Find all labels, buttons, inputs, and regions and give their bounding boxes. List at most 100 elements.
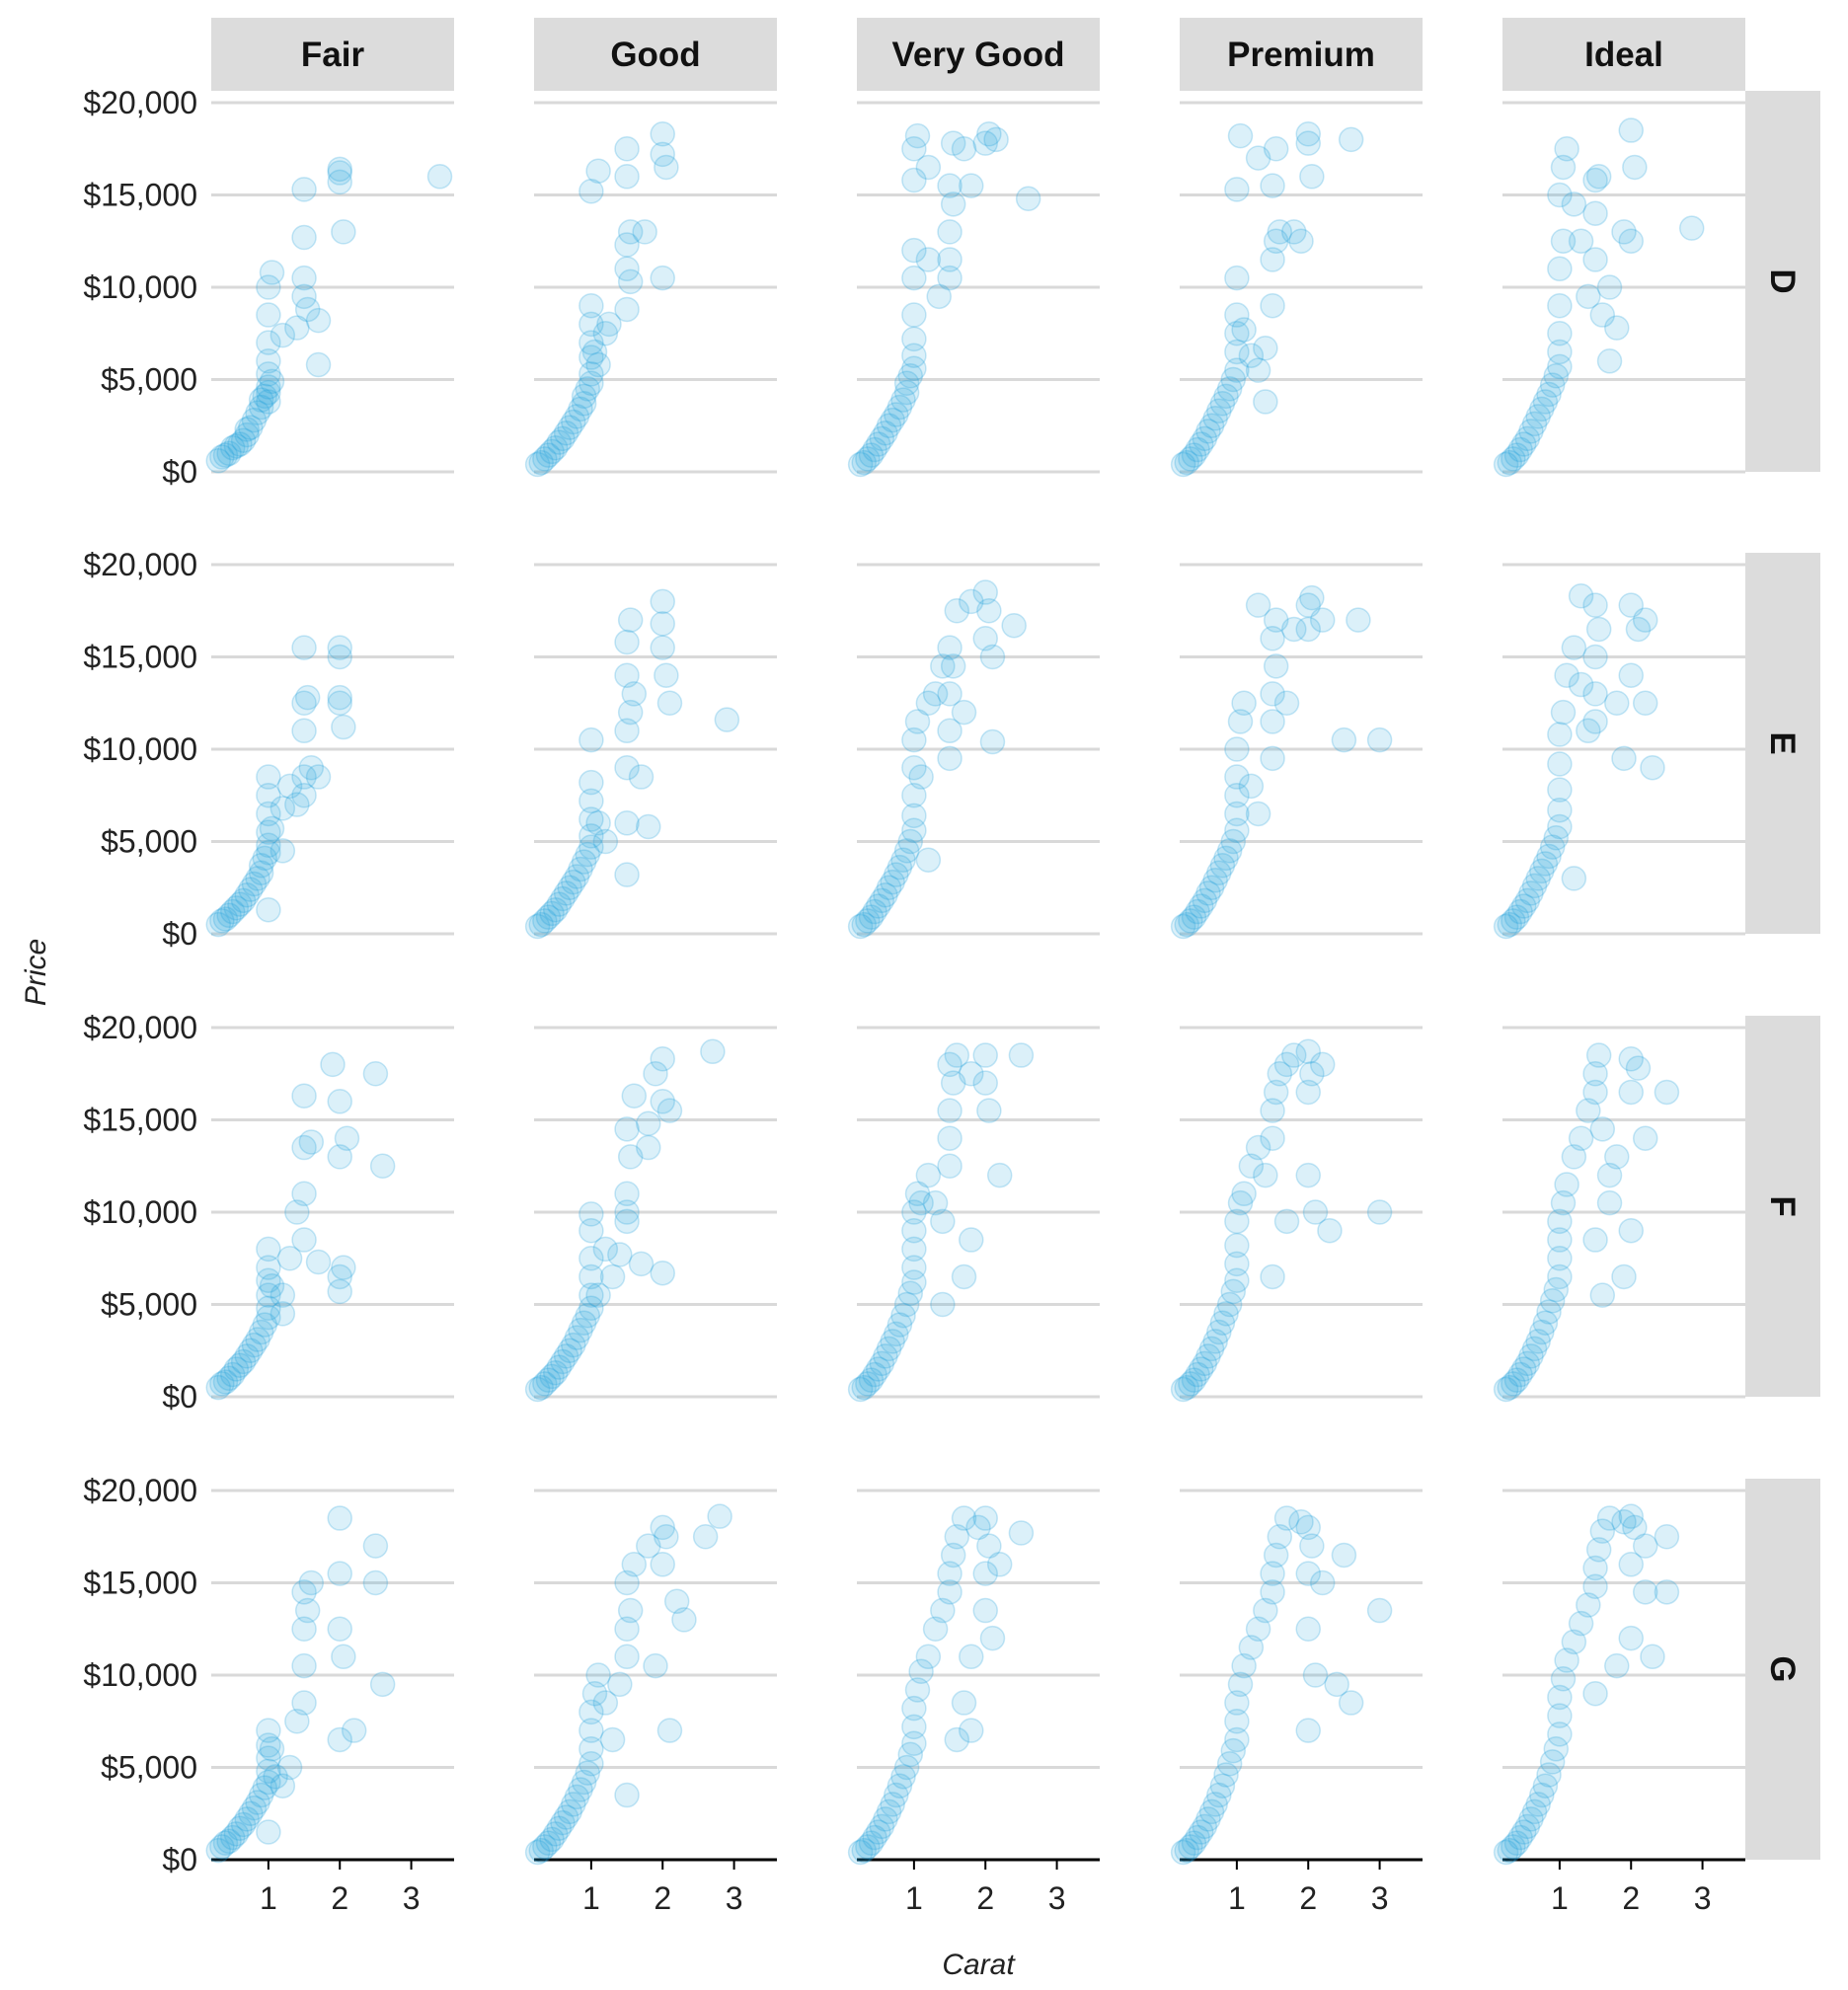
data-point [1503,442,1530,468]
y-tick-label: $0 [162,916,197,952]
scatter-panel-D-ideal [1493,117,1705,478]
data-point [320,1051,346,1078]
data-point [1521,1336,1548,1362]
data-point [209,444,235,470]
data-point [1174,1374,1199,1401]
data-point [1547,353,1573,380]
data-point [1181,904,1207,930]
data-point [575,1760,601,1786]
data-point [972,1561,998,1586]
data-point [1529,1319,1555,1345]
data-point [650,141,675,168]
data-point [855,1834,881,1860]
data-point [1231,1652,1257,1679]
data-point [880,1792,905,1817]
data-point [305,1249,332,1275]
data-point [1554,1647,1579,1673]
data-point [1008,1520,1035,1546]
scatter-panel-D-good [524,121,679,478]
data-point [1625,616,1652,643]
data-point [1302,1199,1329,1225]
data-point [1493,451,1519,478]
data-point [256,389,281,415]
data-point [1231,317,1257,343]
data-point [1202,868,1228,893]
data-point [1174,449,1199,476]
data-point [865,1356,891,1382]
data-point [937,1579,962,1605]
data-point [550,425,576,452]
data-point [922,1189,949,1216]
data-point [1295,1038,1321,1065]
data-point [585,810,611,836]
data-point [1185,1361,1210,1388]
data-point [1260,247,1285,272]
data-point [291,1134,317,1161]
x-tick-label: 2 [1299,1880,1317,1916]
data-point [901,343,927,368]
data-point [252,845,278,872]
data-point [216,902,242,929]
data-point [1188,1819,1214,1845]
data-point [1245,801,1271,827]
data-point [1295,1079,1321,1106]
data-point [205,448,231,474]
facet-strip-right [1745,91,1820,472]
data-point [291,1181,317,1207]
data-point [539,900,565,927]
x-tick-label: 1 [260,1880,277,1916]
x-tick-label: 3 [1371,1880,1389,1916]
data-point [614,164,640,190]
data-point [212,1369,239,1395]
data-point [1632,1125,1658,1151]
data-point [869,1350,895,1377]
data-point [979,728,1006,755]
data-point [944,598,970,624]
data-point [937,681,962,707]
data-point [270,838,296,864]
data-point [256,379,281,406]
data-point [959,588,984,615]
data-point [1213,845,1239,872]
data-point [1220,366,1247,393]
data-point [1514,887,1541,914]
y-tick-label: $0 [162,454,197,490]
data-point [940,653,966,679]
data-point [564,1325,590,1350]
data-point [1525,866,1551,891]
data-point [327,160,352,186]
scatter-panel-E-fair [205,635,356,938]
data-point [1532,1310,1559,1336]
data-point [607,1242,633,1267]
data-point [571,1310,597,1336]
data-point [951,1263,977,1290]
data-point [1309,607,1336,633]
data-point [1263,136,1289,162]
data-point [1618,1217,1644,1244]
data-point [539,1363,565,1390]
data-point [238,1800,264,1826]
data-point [976,1533,1002,1559]
data-point [524,451,551,478]
data-point [1224,736,1250,762]
data-point [1213,1301,1239,1327]
data-point [561,409,586,435]
data-point [1561,1144,1587,1170]
data-point [1263,653,1289,679]
data-point [524,913,551,940]
data-point [1263,1542,1289,1569]
data-point [528,449,554,476]
data-point [564,404,590,429]
data-point [1547,797,1573,823]
data-point [1654,1524,1680,1550]
data-point [535,1367,562,1393]
data-point [901,803,927,829]
data-point [1192,1813,1218,1840]
data-point [1263,1079,1289,1106]
data-point [869,1813,895,1840]
data-point [983,126,1009,153]
data-point [1554,136,1579,162]
data-point [1224,764,1250,790]
data-point [1529,1782,1555,1808]
data-point [327,1263,352,1290]
